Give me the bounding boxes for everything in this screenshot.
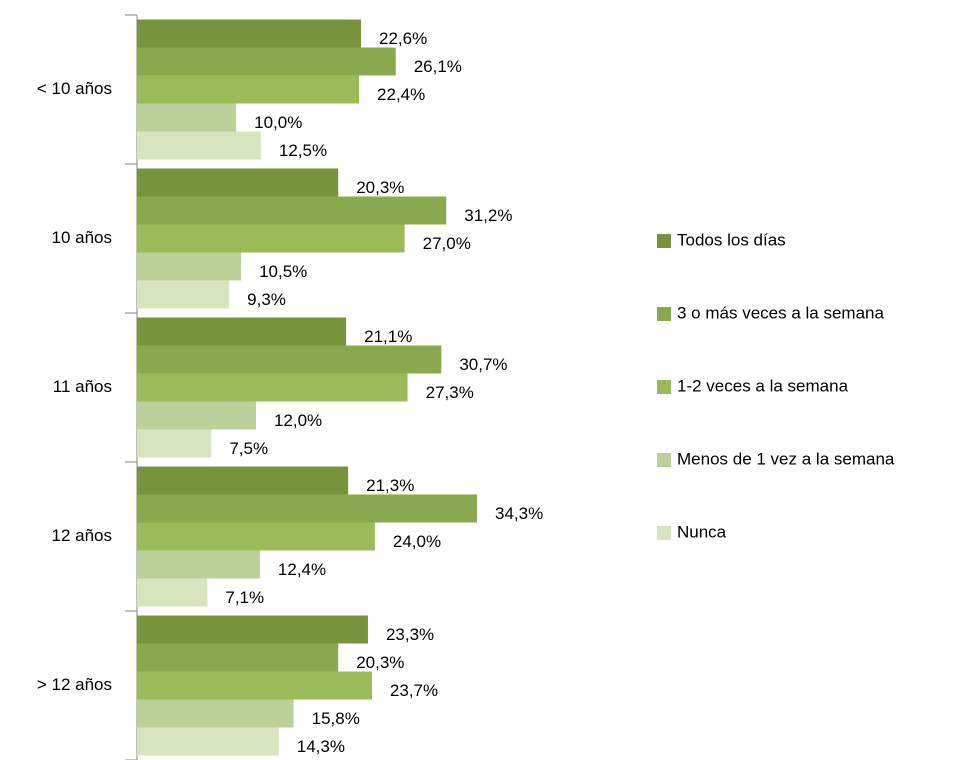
legend-swatch xyxy=(657,234,671,248)
legend-label: 3 o más veces a la semana xyxy=(677,303,884,322)
value-label: 14,3% xyxy=(297,737,345,756)
legend-label: Todos los días xyxy=(677,230,786,249)
bar xyxy=(137,615,368,644)
value-label: 23,3% xyxy=(386,625,434,644)
category-label: > 12 años xyxy=(37,675,112,694)
legend-swatch xyxy=(657,380,671,394)
value-label: 27,3% xyxy=(426,383,474,402)
bar xyxy=(137,522,375,551)
value-label: 34,3% xyxy=(495,504,543,523)
bar xyxy=(137,317,347,346)
value-label: 12,4% xyxy=(278,560,326,579)
category-label: < 10 años xyxy=(37,79,112,98)
value-label: 27,0% xyxy=(423,234,471,253)
legend-swatch xyxy=(657,453,671,467)
bar xyxy=(137,550,260,579)
legend-label: Nunca xyxy=(677,522,727,541)
bar xyxy=(137,466,349,495)
value-label: 10,5% xyxy=(259,262,307,281)
value-label: 20,3% xyxy=(356,653,404,672)
value-label: 21,1% xyxy=(364,327,412,346)
legend-swatch xyxy=(657,526,671,540)
bar xyxy=(137,47,396,76)
bar xyxy=(137,103,237,132)
value-label: 26,1% xyxy=(414,57,462,76)
value-label: 21,3% xyxy=(366,476,414,495)
legend-label: Menos de 1 vez a la semana xyxy=(677,449,895,468)
bar xyxy=(137,131,261,160)
value-label: 10,0% xyxy=(254,113,302,132)
bar xyxy=(137,671,372,700)
bar xyxy=(137,727,279,756)
value-label: 12,0% xyxy=(274,411,322,430)
value-label: 9,3% xyxy=(247,290,286,309)
category-label: 12 años xyxy=(52,526,113,545)
value-label: 15,8% xyxy=(312,709,360,728)
bar xyxy=(137,429,212,458)
value-label: 22,4% xyxy=(377,85,425,104)
category-label: 10 años xyxy=(52,228,113,247)
value-label: 23,7% xyxy=(390,681,438,700)
bar xyxy=(137,196,447,225)
bar xyxy=(137,401,256,430)
bar xyxy=(137,699,294,728)
bar xyxy=(137,224,405,253)
value-label: 12,5% xyxy=(279,141,327,160)
bar xyxy=(137,252,242,281)
legend-label: 1-2 veces a la semana xyxy=(677,376,849,395)
bar xyxy=(137,280,230,309)
bar xyxy=(137,373,408,402)
bar xyxy=(137,19,362,48)
bar xyxy=(137,578,208,607)
bar xyxy=(137,75,360,104)
value-label: 30,7% xyxy=(459,355,507,374)
value-label: 31,2% xyxy=(464,206,512,225)
value-label: 24,0% xyxy=(393,532,441,551)
bar xyxy=(137,168,339,197)
bar xyxy=(137,643,339,672)
bar xyxy=(137,345,442,374)
value-label: 7,5% xyxy=(229,439,268,458)
value-label: 20,3% xyxy=(356,178,404,197)
legend-swatch xyxy=(657,307,671,321)
category-label: 11 años xyxy=(53,377,112,396)
value-label: 22,6% xyxy=(379,29,427,48)
value-label: 7,1% xyxy=(225,588,264,607)
bar xyxy=(137,494,477,523)
